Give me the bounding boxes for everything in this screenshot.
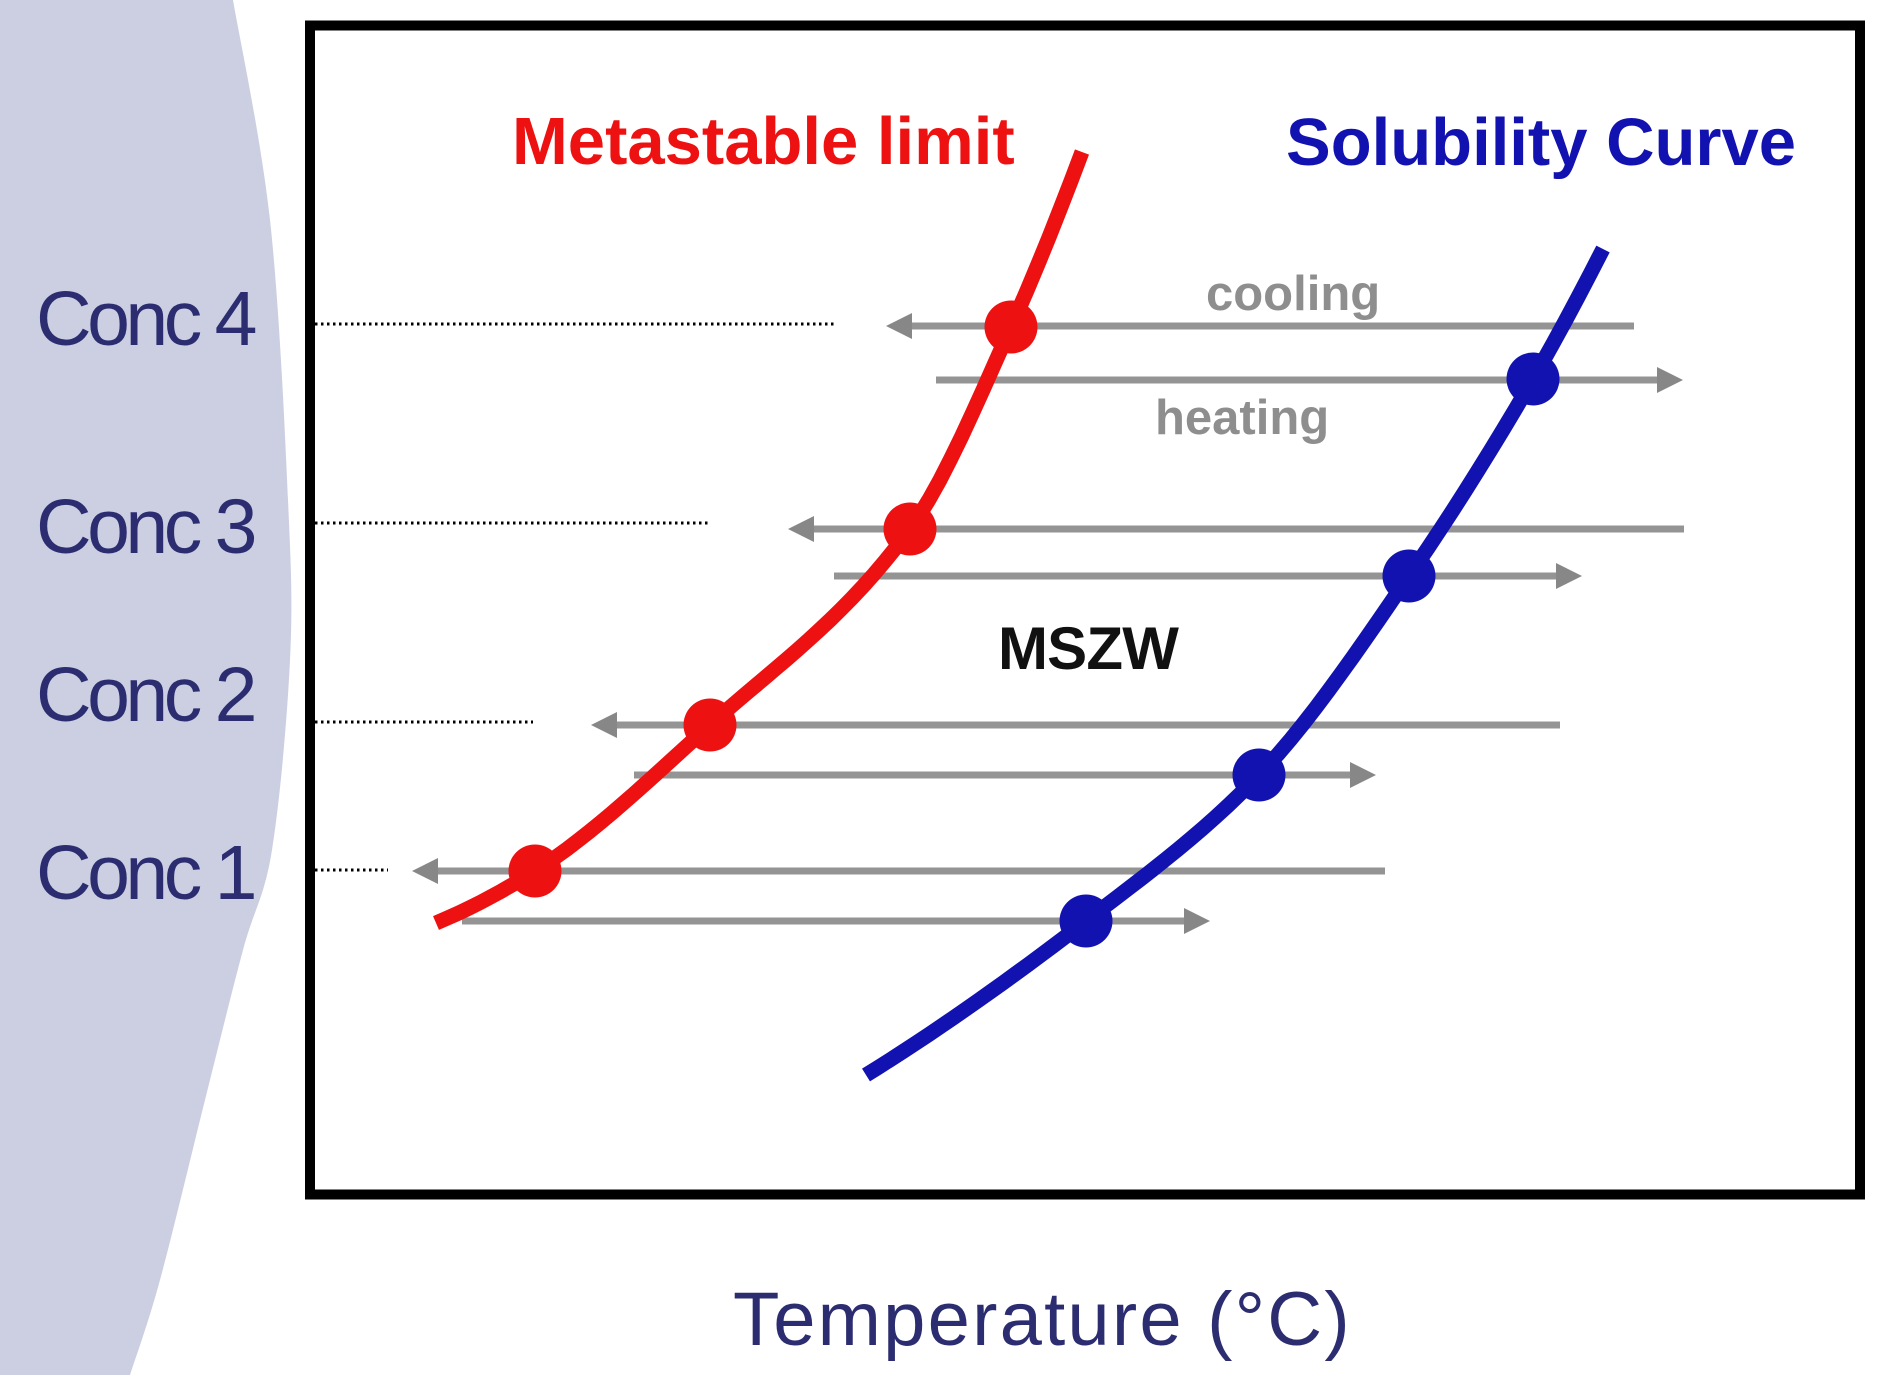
svg-text:Conc 1: Conc 1: [36, 830, 255, 916]
svg-text:Conc 2: Conc 2: [36, 652, 254, 738]
svg-text:cooling: cooling: [1206, 267, 1380, 321]
svg-text:Solubility Curve: Solubility Curve: [1286, 105, 1796, 180]
svg-text:Conc 3: Conc 3: [36, 484, 255, 570]
svg-text:Temperature (°C): Temperature (°C): [733, 1277, 1352, 1362]
svg-text:Conc 4: Conc 4: [36, 276, 256, 362]
svg-text:heating: heating: [1155, 391, 1329, 445]
svg-text:MSZW: MSZW: [998, 615, 1179, 682]
svg-text:Metastable limit: Metastable limit: [512, 104, 1015, 179]
